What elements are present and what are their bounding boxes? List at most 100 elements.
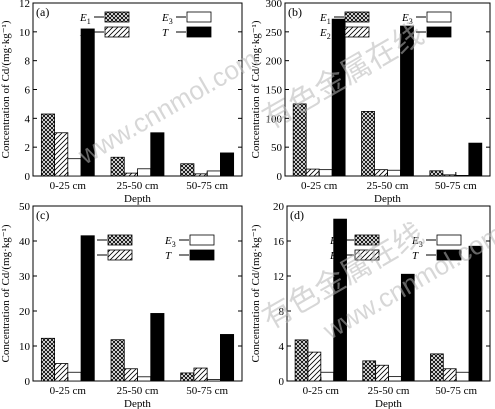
bar-E3-0 [67,158,82,177]
bar-E3-2 [455,371,470,382]
bar-E1-1 [361,111,375,177]
legend-label: E1 [329,235,341,249]
legend-item-E3: E3 [401,11,452,26]
y-tick-label: 4 [279,341,285,353]
x-axis-label: Depth [124,193,151,205]
x-tick-label: 25-50 cm [117,385,159,397]
legend-label: E1 [82,235,94,249]
bar-E3-2 [206,170,221,177]
legend-item-E3: E3 [164,234,215,249]
legend-label: E2 [82,250,94,264]
legend-label-subscript: 2 [327,32,331,41]
legend-label-subscript: 1 [87,17,91,26]
bar-E2-2 [193,367,208,382]
bar-E3-0 [320,371,335,382]
legend-swatch [189,234,215,246]
bar-E3-1 [137,168,152,177]
bar-E3-2 [206,379,221,382]
legend-label: E3 [164,235,176,249]
legend-label-subscript: 2 [87,32,91,41]
legend-label: E1 [79,12,91,26]
y-tick-label: 4 [25,113,31,125]
legend-swatch [354,249,380,261]
bar-E2-1 [123,172,138,177]
legend-item-E3: E3 [161,11,212,26]
x-tick-label: 50-75 cm [435,385,477,397]
bar-T-2 [468,245,483,382]
bar-E1-1 [110,156,125,177]
legend-item-T: T [162,26,212,39]
panel-label: (c) [36,208,49,222]
legend-item-E1: E1 [79,11,130,26]
bar-E1-2 [180,163,195,177]
legend-item-E2: E2 [82,249,133,264]
bar-E1-2 [429,170,444,177]
y-axis-label: Concentration of Cd/(mg·kg⁻¹) [0,224,12,362]
bar-E2-0 [54,363,69,382]
bar-E2-1 [375,364,389,382]
x-tick-label: 0-25 cm [303,385,340,397]
legend-swatch [426,26,452,38]
legend-swatch [104,26,130,38]
chart-panel-b: 0 50 100 150 200 250 300 0-25 cm 25-50 cm 50-75 c… [250,0,491,205]
bar-T-0 [80,235,95,382]
x-axis-label: Depth [124,398,151,409]
bar-E2-2 [442,174,457,177]
bar-E1-1 [362,360,377,382]
legend-swatch [104,11,130,23]
chart-panel-c: 0 10 20 30 40 50 0-25 cm 25-50 cm 50-75 cm (c) Dep… [0,201,243,409]
legend-label: E2 [319,27,331,41]
y-tick-label: 2 [25,142,31,154]
legend-item-E2: E2 [319,26,370,41]
y-tick-label: 10 [19,341,31,353]
legend-label: E1 [319,12,331,26]
legend-swatch [436,234,462,246]
bar-E3-0 [318,169,333,177]
legend-swatch [426,11,452,23]
bar-T-1 [150,132,165,177]
legend-swatch [186,11,212,23]
x-tick-label: 50-75 cm [435,180,477,192]
x-axis-label: Depth [374,193,401,205]
legend-swatch [436,249,462,261]
y-axis-label: Concentration of Cd/(mg·kg⁻¹) [250,224,262,362]
legend-item-E2: E2 [79,26,130,41]
bar-T-2 [220,334,235,382]
legend-label-subscript: 1 [90,240,94,249]
legend-item-E1: E1 [329,234,380,249]
legend-item-E3: E3 [411,234,462,249]
panel-label: (b) [288,5,302,19]
bar-E2-1 [374,169,388,177]
panel-label: (a) [36,5,49,19]
legend-swatch [344,11,370,23]
legend-swatch [107,234,133,246]
y-tick-label: 0 [277,171,283,183]
y-tick-label: 200 [266,56,283,68]
legend-label-subscript: 1 [337,240,341,249]
y-tick-label: 0 [25,171,31,183]
y-tick-label: 16 [273,236,285,248]
bar-E3-2 [455,175,470,177]
x-tick-label: 50-75 cm [186,385,228,397]
legend-label: E2 [79,27,91,41]
y-tick-label: 100 [266,113,283,125]
x-tick-label: 0-25 cm [301,180,338,192]
y-tick-label: 150 [266,85,283,97]
y-tick-label: 0 [25,376,31,388]
legend-swatch [186,26,212,38]
legend-label: E3 [411,235,423,249]
legend-label: E2 [329,250,341,264]
bar-E1-2 [180,372,195,382]
y-tick-label: 40 [19,236,31,248]
bar-T-1 [150,313,165,382]
y-tick-label: 8 [279,306,285,318]
bar-E3-1 [388,376,402,382]
legend-label-subscript: 3 [169,17,173,26]
bar-T-2 [220,152,235,177]
legend-item-E1: E1 [82,234,133,249]
bar-T-2 [468,142,483,177]
y-tick-label: 8 [25,56,31,68]
y-tick-label: 12 [273,271,284,283]
